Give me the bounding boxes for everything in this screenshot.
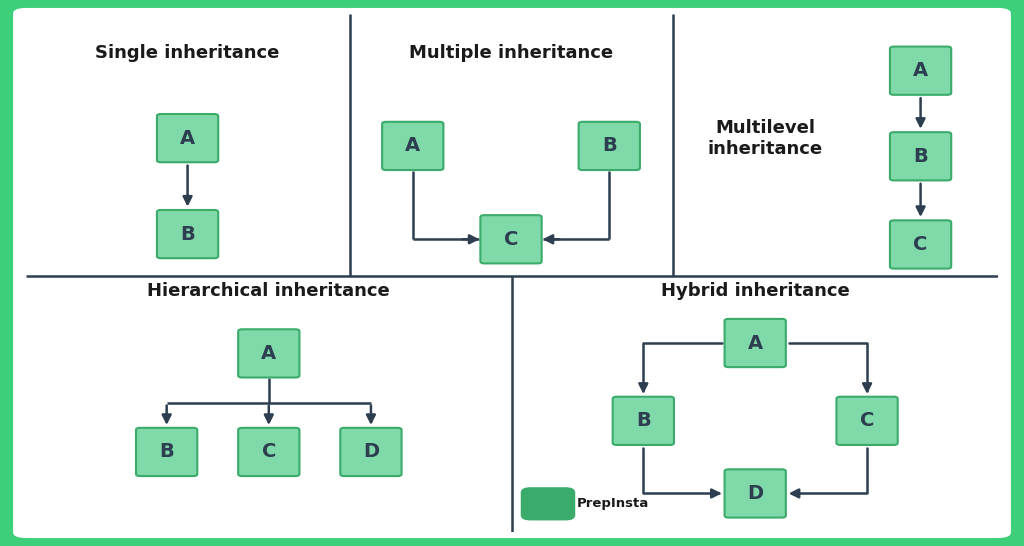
FancyBboxPatch shape xyxy=(340,428,401,476)
FancyBboxPatch shape xyxy=(136,428,198,476)
FancyBboxPatch shape xyxy=(725,470,785,518)
Text: Single inheritance: Single inheritance xyxy=(95,44,280,62)
Text: A: A xyxy=(261,344,276,363)
Text: B: B xyxy=(636,411,650,430)
FancyBboxPatch shape xyxy=(157,210,218,258)
Text: B: B xyxy=(180,224,195,244)
Text: Multilevel
inheritance: Multilevel inheritance xyxy=(708,118,822,158)
FancyBboxPatch shape xyxy=(890,132,951,180)
Text: Hierarchical inheritance: Hierarchical inheritance xyxy=(147,282,390,300)
FancyBboxPatch shape xyxy=(837,397,898,445)
FancyBboxPatch shape xyxy=(157,114,218,162)
Text: B: B xyxy=(160,442,174,461)
FancyBboxPatch shape xyxy=(480,215,542,263)
FancyBboxPatch shape xyxy=(11,6,1013,540)
Text: D: D xyxy=(748,484,763,503)
Text: PrepInsta: PrepInsta xyxy=(578,497,649,511)
FancyBboxPatch shape xyxy=(239,329,299,377)
Text: C: C xyxy=(913,235,928,254)
Text: A: A xyxy=(748,334,763,353)
Text: Hybrid inheritance: Hybrid inheritance xyxy=(660,282,850,300)
FancyBboxPatch shape xyxy=(382,122,443,170)
FancyBboxPatch shape xyxy=(579,122,640,170)
FancyBboxPatch shape xyxy=(890,221,951,269)
Text: B: B xyxy=(913,147,928,166)
Text: A: A xyxy=(406,136,420,156)
Text: A: A xyxy=(180,129,196,147)
Text: D: D xyxy=(362,442,379,461)
Text: A: A xyxy=(913,61,928,80)
FancyBboxPatch shape xyxy=(239,428,299,476)
Text: Multiple inheritance: Multiple inheritance xyxy=(409,44,613,62)
Text: C: C xyxy=(504,230,518,249)
FancyBboxPatch shape xyxy=(612,397,674,445)
FancyBboxPatch shape xyxy=(890,46,951,95)
FancyBboxPatch shape xyxy=(521,487,575,520)
Text: C: C xyxy=(860,411,874,430)
Text: B: B xyxy=(602,136,616,156)
FancyBboxPatch shape xyxy=(725,319,785,367)
Text: C: C xyxy=(261,442,276,461)
